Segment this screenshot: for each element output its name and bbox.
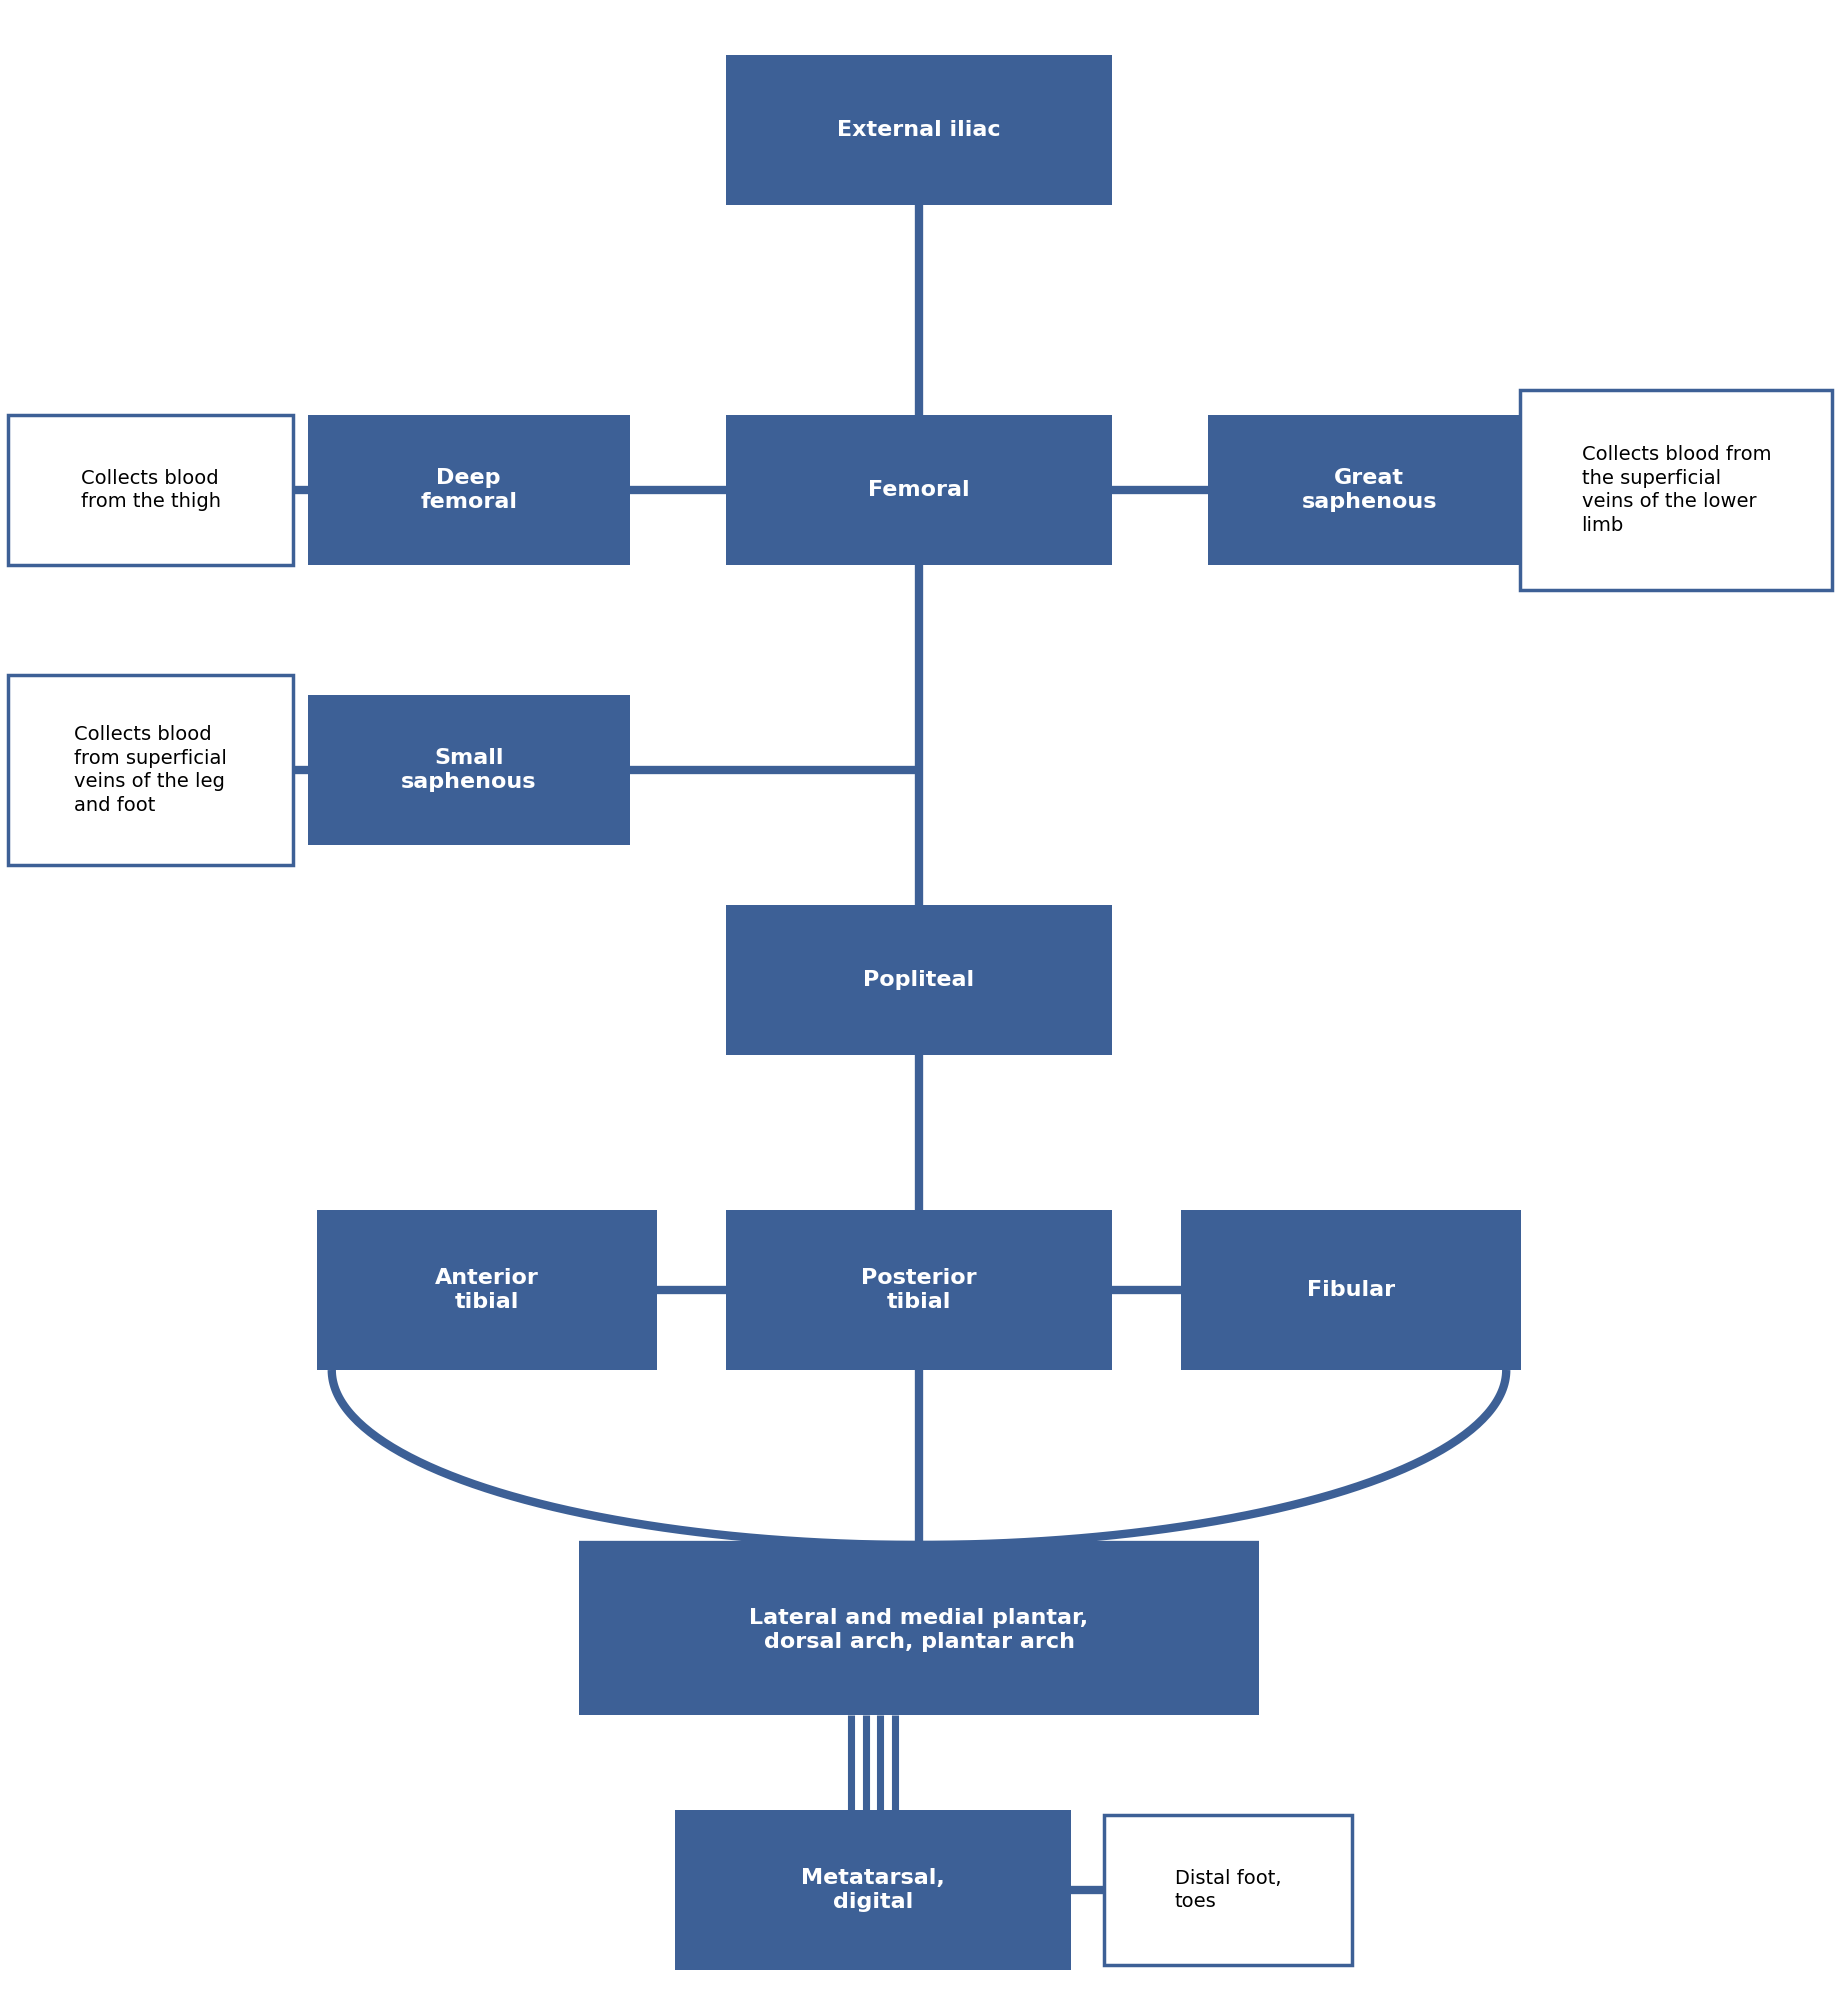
FancyBboxPatch shape <box>1180 1210 1520 1370</box>
Text: Femoral: Femoral <box>868 480 970 500</box>
Text: Lateral and medial plantar,
dorsal arch, plantar arch: Lateral and medial plantar, dorsal arch,… <box>750 1608 1088 1652</box>
Text: Popliteal: Popliteal <box>864 970 974 990</box>
FancyBboxPatch shape <box>1103 1816 1353 1964</box>
Text: Collects blood from
the superficial
veins of the lower
limb: Collects blood from the superficial vein… <box>1581 446 1772 534</box>
FancyBboxPatch shape <box>579 1544 1259 1714</box>
FancyBboxPatch shape <box>318 1210 658 1370</box>
Text: Great
saphenous: Great saphenous <box>1301 468 1437 512</box>
Text: Fibular: Fibular <box>1307 1280 1395 1300</box>
FancyBboxPatch shape <box>309 416 630 564</box>
Text: Anterior
tibial: Anterior tibial <box>436 1268 539 1312</box>
FancyBboxPatch shape <box>676 1810 1070 1970</box>
FancyBboxPatch shape <box>726 416 1112 564</box>
FancyBboxPatch shape <box>726 1210 1112 1370</box>
Text: Collects blood
from superficial
veins of the leg
and foot: Collects blood from superficial veins of… <box>74 726 228 814</box>
FancyBboxPatch shape <box>9 416 294 564</box>
Text: Collects blood
from the thigh: Collects blood from the thigh <box>81 468 221 512</box>
Text: Metatarsal,
digital: Metatarsal, digital <box>801 1868 945 1912</box>
FancyBboxPatch shape <box>9 676 294 864</box>
FancyBboxPatch shape <box>1209 416 1529 564</box>
Text: Distal foot,
toes: Distal foot, toes <box>1174 1868 1281 1912</box>
Text: External iliac: External iliac <box>836 120 1002 140</box>
Text: Small
saphenous: Small saphenous <box>401 748 537 792</box>
Text: Posterior
tibial: Posterior tibial <box>862 1268 976 1312</box>
FancyBboxPatch shape <box>726 904 1112 1054</box>
FancyBboxPatch shape <box>309 696 630 844</box>
FancyBboxPatch shape <box>726 54 1112 204</box>
FancyBboxPatch shape <box>1520 390 1832 590</box>
Text: Deep
femoral: Deep femoral <box>421 468 516 512</box>
